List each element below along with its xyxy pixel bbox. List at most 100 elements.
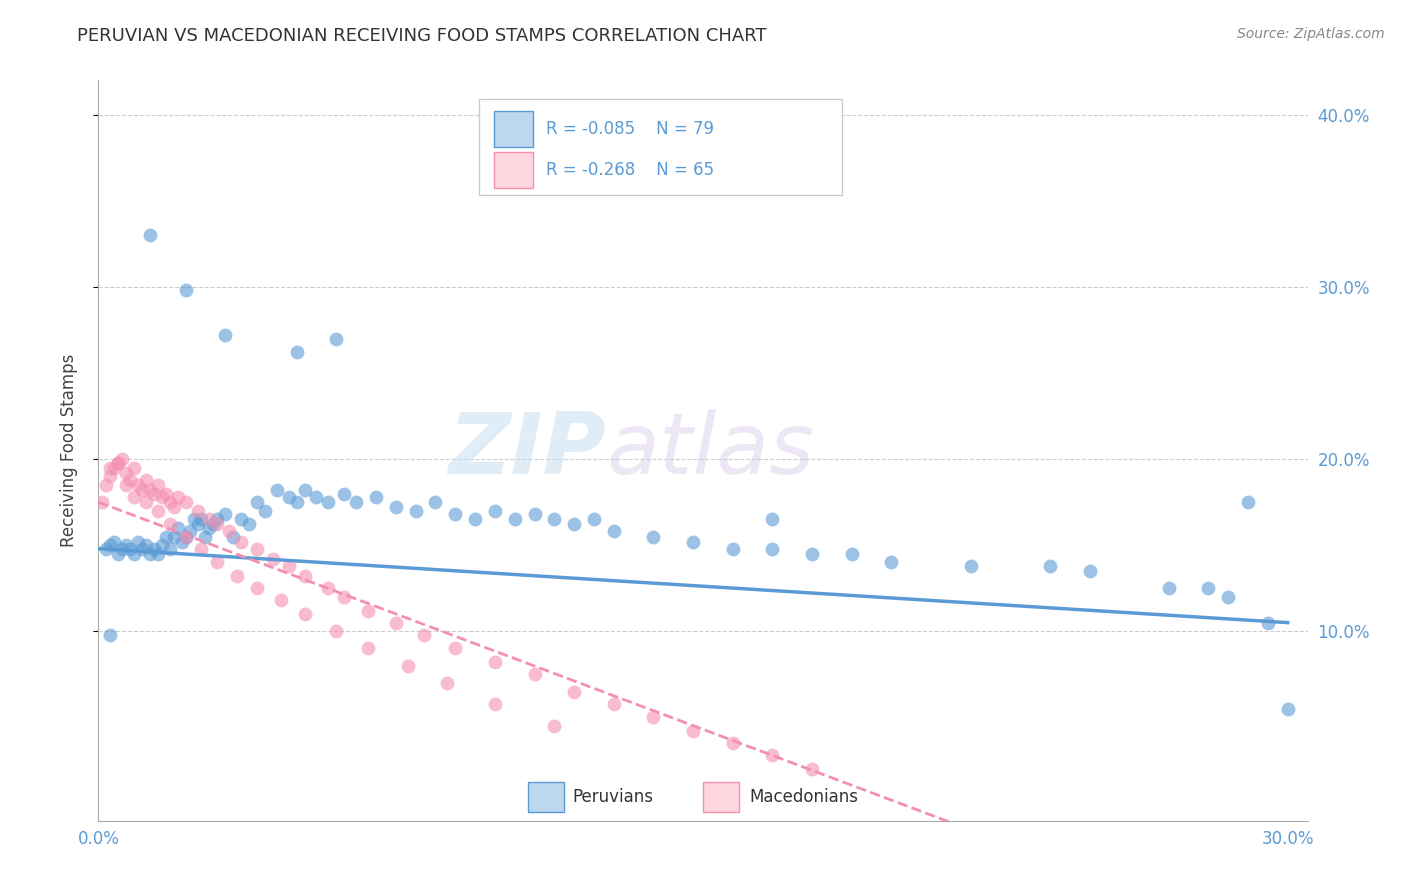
Point (603, 697, 626, 711)
Point (333, 590, 356, 604)
Point (179, 524, 201, 539)
Point (207, 555, 229, 569)
Point (186, 517, 208, 532)
Point (464, 512, 486, 526)
Text: PERUVIAN VS MACEDONIAN RECEIVING FOOD STAMPS CORRELATION CHART: PERUVIAN VS MACEDONIAN RECEIVING FOOD ST… (77, 27, 766, 45)
Point (412, 628, 434, 642)
Point (801, 547, 824, 561)
Point (262, 552, 284, 566)
Point (166, 490, 188, 504)
Point (207, 512, 229, 526)
Point (146, 478, 169, 492)
Point (436, 676, 458, 690)
Point (135, 473, 157, 487)
Point (98, 460, 121, 475)
Point (761, 748, 783, 763)
Point (682, 534, 704, 549)
Point (562, 517, 585, 532)
Y-axis label: Receiving Food Stamps: Receiving Food Stamps (59, 354, 77, 547)
Text: R = -0.268    N = 65: R = -0.268 N = 65 (546, 161, 714, 179)
Point (357, 604, 380, 618)
Point (122, 460, 145, 475)
Point (159, 541, 181, 556)
Point (198, 512, 221, 526)
Point (139, 483, 162, 497)
Point (155, 486, 177, 500)
Point (643, 530, 665, 544)
Point (277, 490, 299, 504)
Point (183, 512, 205, 526)
Point (174, 530, 197, 544)
Point (142, 486, 165, 500)
Point (231, 534, 253, 549)
Point (131, 483, 153, 497)
Point (484, 697, 506, 711)
Point (120, 541, 142, 556)
Point (344, 495, 367, 509)
Point (127, 478, 149, 492)
Point (801, 762, 824, 776)
Point (562, 684, 585, 698)
Point (166, 521, 188, 535)
Point (1157, 581, 1180, 595)
Point (444, 507, 467, 521)
Point (246, 581, 269, 595)
Point (111, 541, 134, 556)
Point (98, 469, 121, 483)
Point (218, 524, 240, 539)
Point (325, 624, 347, 639)
Point (1277, 702, 1299, 716)
Point (115, 478, 138, 492)
Point (841, 547, 863, 561)
FancyBboxPatch shape (494, 153, 533, 187)
Point (761, 541, 783, 556)
Point (318, 581, 340, 595)
Point (523, 507, 546, 521)
Point (146, 504, 169, 518)
FancyBboxPatch shape (479, 99, 842, 195)
Point (484, 655, 506, 669)
Point (396, 658, 419, 673)
Point (96, 478, 118, 492)
Point (543, 719, 565, 733)
Point (523, 667, 546, 681)
Point (333, 486, 356, 500)
Point (1078, 564, 1101, 578)
Point (174, 283, 197, 297)
Point (107, 456, 129, 470)
Point (246, 495, 269, 509)
Text: Macedonians: Macedonians (749, 788, 858, 806)
Point (207, 517, 229, 532)
Point (186, 504, 208, 518)
Point (285, 495, 308, 509)
Point (226, 569, 249, 583)
Point (425, 495, 447, 509)
Point (135, 538, 157, 552)
Point (721, 541, 744, 556)
Point (484, 504, 506, 518)
Point (139, 547, 162, 561)
Point (603, 524, 626, 539)
Point (294, 607, 316, 621)
Point (305, 490, 328, 504)
Point (202, 517, 225, 532)
FancyBboxPatch shape (494, 112, 533, 147)
Point (1198, 581, 1220, 595)
Point (543, 512, 565, 526)
Point (643, 710, 665, 724)
Point (231, 512, 253, 526)
Point (127, 534, 149, 549)
Point (214, 328, 236, 343)
Point (194, 530, 217, 544)
Point (163, 530, 186, 544)
Point (190, 541, 212, 556)
Point (1257, 615, 1279, 630)
Point (198, 521, 221, 535)
Point (325, 332, 347, 346)
Point (364, 490, 387, 504)
Point (285, 345, 308, 359)
Point (1218, 590, 1240, 604)
Point (159, 517, 181, 532)
Text: Source: ZipAtlas.com: Source: ZipAtlas.com (1237, 27, 1385, 41)
Point (357, 641, 380, 656)
